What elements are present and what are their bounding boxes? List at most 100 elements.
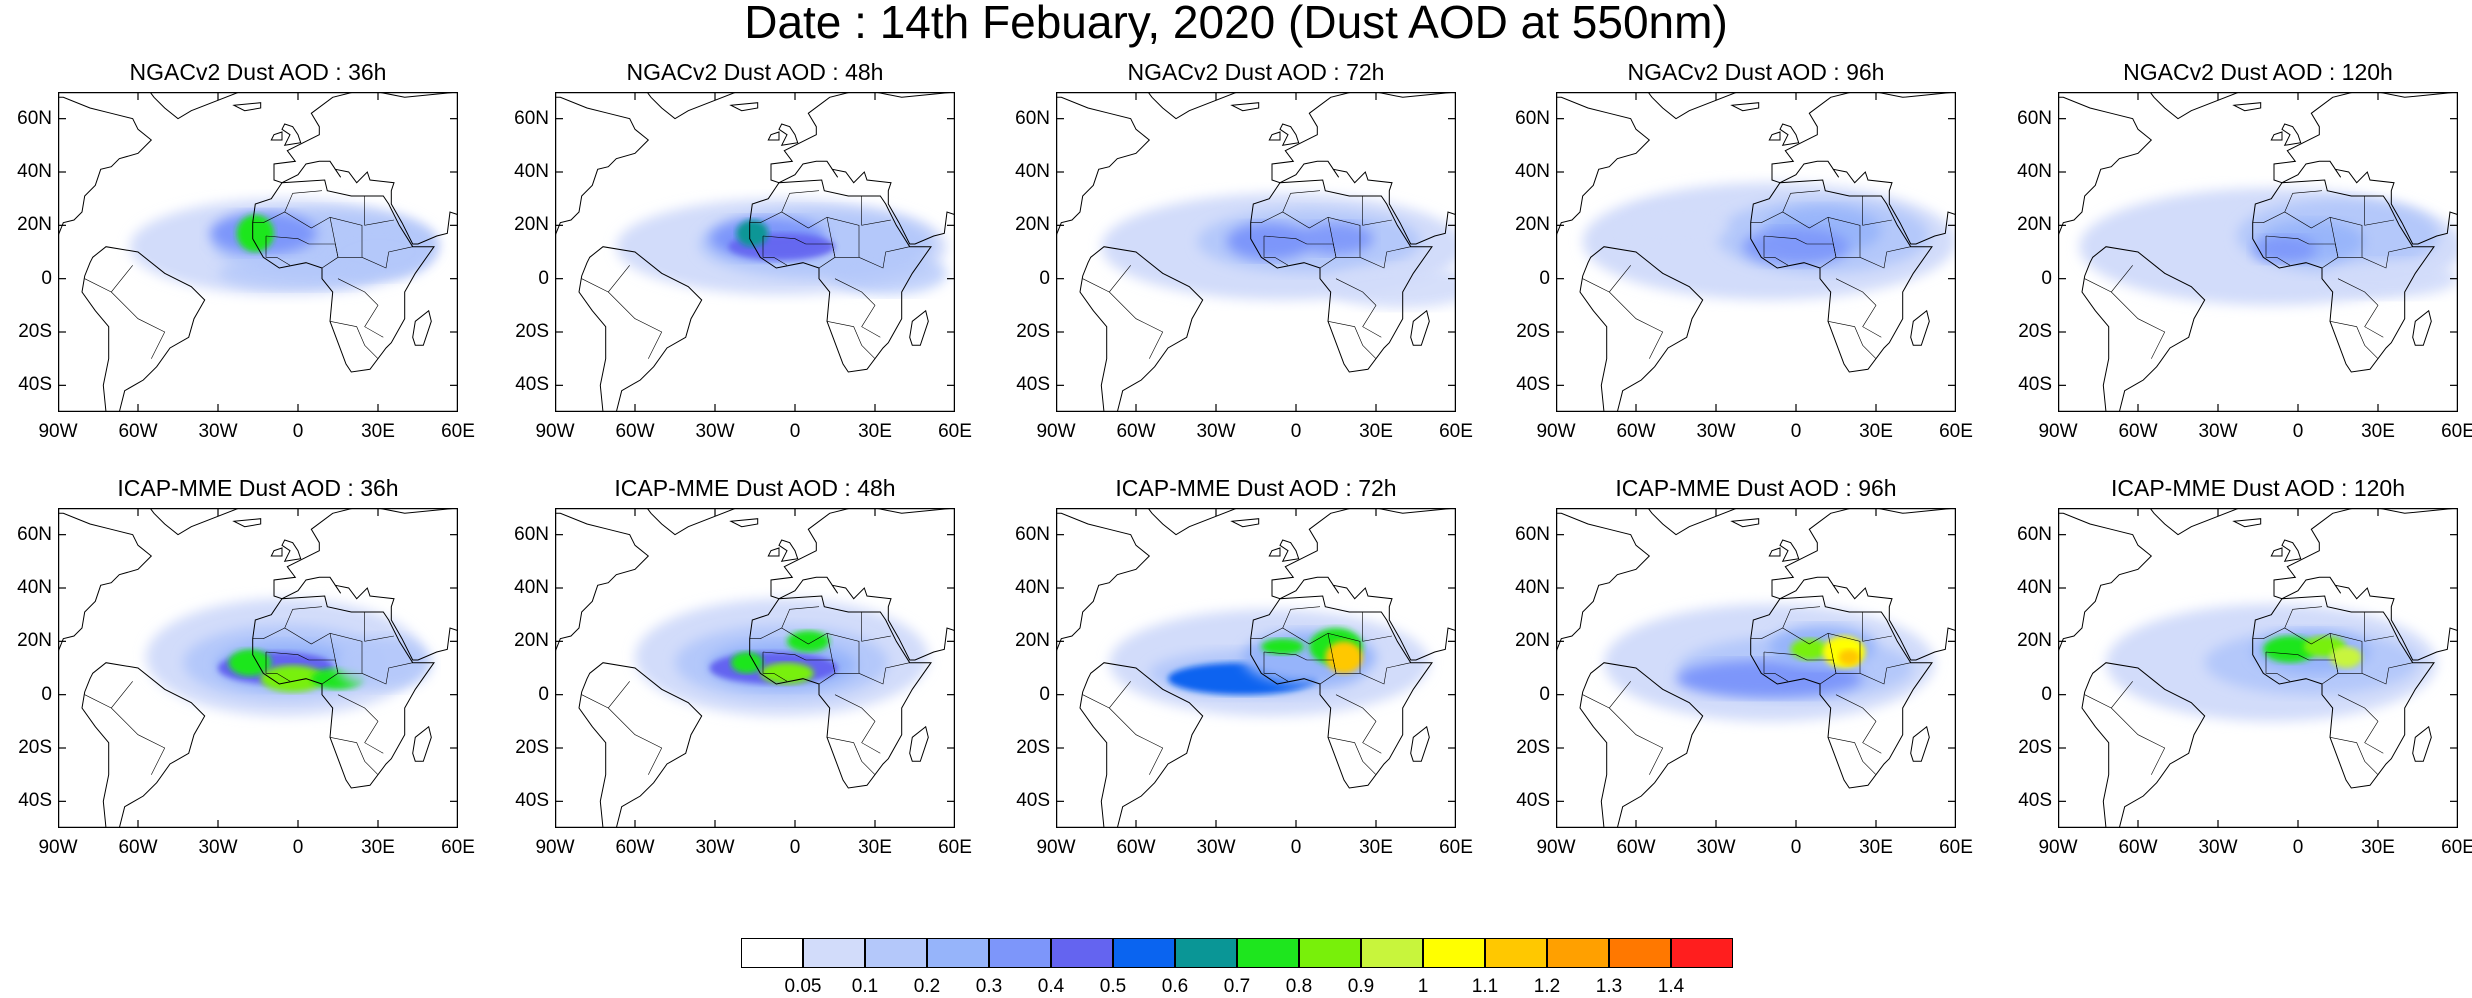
lon-tick-label: 60W (118, 837, 158, 858)
colorbar-swatch (803, 938, 865, 968)
lon-tick-label: 90W (535, 837, 575, 858)
lat-tick-label: 60N (17, 523, 52, 545)
coastline (2412, 309, 2432, 346)
lon-tick-label: 60E (1439, 837, 1473, 858)
lat-tick-label: 60N (2017, 523, 2052, 545)
aod-contour (2324, 260, 2458, 298)
aod-contour (2252, 236, 2317, 263)
lon-tick-label: 60W (1116, 421, 1156, 442)
country-border (265, 651, 339, 685)
lat-tick-label: 40N (17, 577, 52, 598)
country-border (1109, 707, 1164, 775)
country-border (2337, 278, 2384, 338)
lat-tick-label: 40N (17, 161, 52, 182)
coastline (1771, 508, 1956, 661)
coastline (646, 508, 737, 536)
map-border (1056, 92, 1456, 412)
lon-tick-label: 60W (2118, 421, 2158, 442)
country-border (329, 321, 379, 359)
lat-tick-label: 20S (515, 321, 549, 342)
country-border (2265, 652, 2291, 682)
panel-title: ICAP-MME Dust AOD : 120h (2111, 475, 2405, 501)
country-border (329, 737, 379, 775)
aod-contour (1328, 265, 1456, 308)
country-border (1362, 612, 1393, 642)
lon-tick-label: 60W (118, 421, 158, 442)
panel-title: ICAP-MME Dust AOD : 72h (1115, 475, 1397, 501)
coastline (281, 539, 302, 562)
country-border (1263, 235, 1337, 269)
lon-tick-label: 0 (789, 837, 801, 858)
dust-aod-map (1556, 508, 1956, 828)
country-border (2329, 321, 2379, 359)
lon-tick-label: 0 (2292, 837, 2304, 858)
coastline (1779, 539, 1800, 562)
lat-tick-label: 40S (1016, 790, 1050, 812)
coastline (1279, 539, 1300, 562)
lat-tick-label: 20N (17, 630, 52, 652)
country-border (1862, 612, 1893, 642)
colorbar-swatch (1609, 938, 1671, 968)
coastline (2273, 508, 2458, 661)
lon-tick-label: 30W (1696, 837, 1736, 858)
lon-tick-label: 30W (2198, 837, 2238, 858)
country-border (284, 190, 323, 213)
coastline (770, 92, 955, 245)
panel-title: NGACv2 Dust AOD : 48h (626, 59, 884, 85)
coastline (729, 102, 759, 112)
colorbar-label: 0.7 (1223, 976, 1251, 997)
lat-tick-label: 40S (1516, 790, 1550, 812)
coastline (578, 662, 703, 828)
country-border (749, 627, 860, 674)
lat-tick-label: 40N (1015, 161, 1050, 182)
colorbar-label: 0.2 (913, 976, 941, 997)
dust-aod-map (2058, 92, 2458, 412)
lon-tick-label: 0 (292, 421, 304, 442)
country-border (1582, 681, 1631, 709)
lat-tick-label: 40S (515, 790, 549, 812)
aod-contour (1838, 649, 1860, 666)
coastline (270, 547, 283, 557)
coastline (2081, 662, 2206, 828)
lon-tick-label: 90W (38, 837, 78, 858)
country-border (252, 211, 363, 258)
lon-tick-label: 60E (441, 421, 475, 442)
dust-plume (2106, 604, 2437, 722)
coastline (281, 123, 302, 146)
country-border (337, 278, 384, 338)
coastline (58, 512, 153, 653)
lon-tick-label: 60E (1939, 837, 1973, 858)
map-panel-icap-36h: ICAP-MME Dust AOD : 36h 60N 40N 20N 0 20S 40S 9… (17, 474, 475, 858)
colorbar-swatch (1485, 938, 1547, 968)
map-border (555, 508, 955, 828)
country-border (2084, 681, 2133, 709)
lon-tick-label: 60W (1616, 837, 1656, 858)
lon-tick-label: 60W (1616, 421, 1656, 442)
country-border (1263, 652, 1289, 682)
lat-tick-label: 40S (1016, 374, 1050, 396)
aod-contour (1226, 222, 1312, 260)
lon-tick-label: 60E (938, 421, 972, 442)
country-border (826, 321, 876, 359)
coastline (2281, 123, 2302, 146)
country-border (111, 291, 166, 359)
country-border (1327, 737, 1377, 775)
aod-contour (1298, 222, 1374, 255)
lon-tick-label: 30E (858, 421, 892, 442)
lat-tick-label: 20S (515, 737, 549, 758)
coastline (232, 518, 262, 528)
country-border (781, 606, 820, 629)
lat-tick-label: 20N (2017, 630, 2052, 652)
country-border (265, 236, 291, 266)
coastline (1730, 102, 1760, 112)
colorbar-label: 1.3 (1595, 976, 1623, 997)
lon-tick-label: 30E (1859, 837, 1893, 858)
dust-plume (616, 198, 947, 295)
country-border (1763, 651, 1837, 685)
aod-contour (1742, 228, 1850, 266)
lon-tick-label: 60E (1439, 421, 1473, 442)
lon-tick-label: 30E (1359, 421, 1393, 442)
map-border (555, 92, 955, 412)
colorbar-swatch (1423, 938, 1485, 968)
lon-tick-label: 90W (1036, 837, 1076, 858)
